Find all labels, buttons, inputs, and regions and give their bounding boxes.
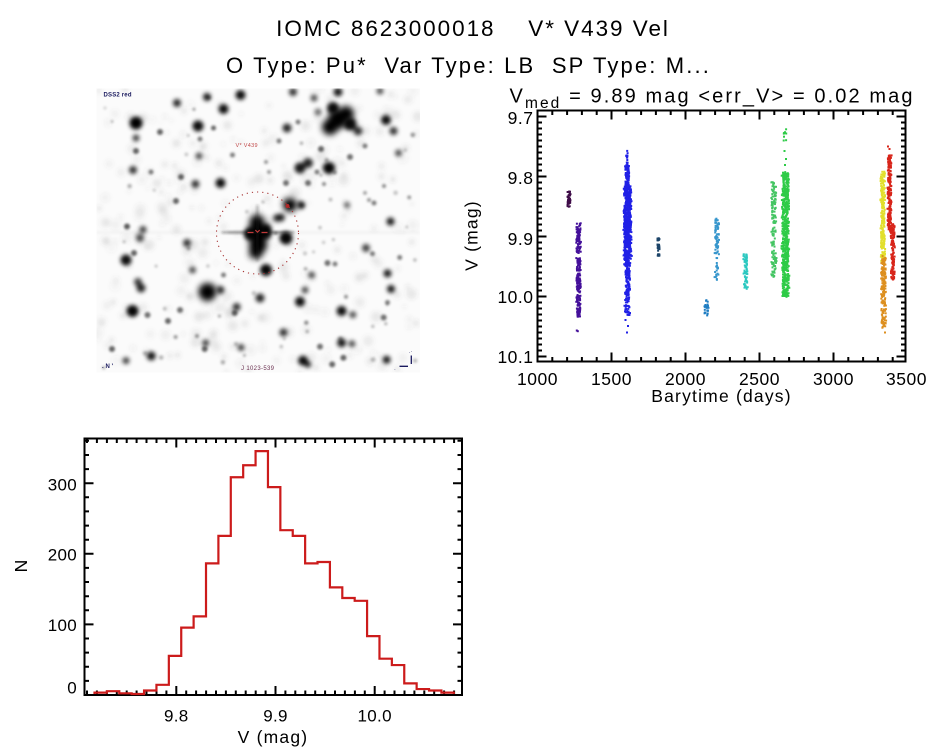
svg-text:V (mag): V (mag) xyxy=(462,200,482,271)
svg-text:9.8: 9.8 xyxy=(164,707,189,726)
svg-text:3000: 3000 xyxy=(813,369,854,389)
svg-text:10.0: 10.0 xyxy=(358,707,392,726)
svg-text:1500: 1500 xyxy=(591,369,632,389)
svg-text:.N': .N' xyxy=(102,364,114,370)
svg-text:N: N xyxy=(11,560,31,573)
svg-text:100: 100 xyxy=(48,616,77,635)
svg-text:300: 300 xyxy=(48,476,77,495)
svg-text:Barytime (days): Barytime (days) xyxy=(651,386,792,406)
svg-text:3500: 3500 xyxy=(886,369,927,389)
svg-text:.·: .· xyxy=(409,349,413,355)
svg-text:9.9: 9.9 xyxy=(263,707,288,726)
svg-text:0: 0 xyxy=(67,679,77,698)
svg-text:200: 200 xyxy=(48,546,77,565)
svg-text:9.9: 9.9 xyxy=(508,229,534,249)
svg-text:2000: 2000 xyxy=(665,369,706,389)
svg-text:2500: 2500 xyxy=(739,369,780,389)
svg-text:9.7: 9.7 xyxy=(508,108,534,128)
svg-text:1000: 1000 xyxy=(517,369,558,389)
svg-text:DSS2 red: DSS2 red xyxy=(104,93,132,99)
svg-text:10.1: 10.1 xyxy=(497,347,533,367)
svg-text:V* V439: V* V439 xyxy=(236,143,258,149)
svg-text:J 1023-539: J 1023-539 xyxy=(241,366,275,372)
svg-text:V (mag): V (mag) xyxy=(238,727,309,747)
svg-text:·: · xyxy=(394,367,396,373)
svg-text:IOMC 8623000018 V* V439 Vel: IOMC 8623000018 V* V439 Vel xyxy=(276,16,670,41)
svg-text:9.8: 9.8 xyxy=(508,168,534,188)
svg-text:10.0: 10.0 xyxy=(497,287,533,307)
svg-text:O Type: Pu* Var Type: LB SP: O Type: Pu* Var Type: LB SP Type: M... xyxy=(226,53,711,78)
